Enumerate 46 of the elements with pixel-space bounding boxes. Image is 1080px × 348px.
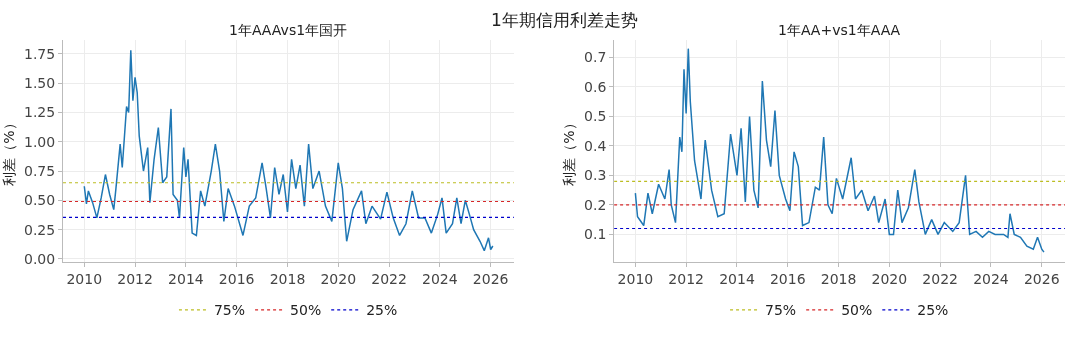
legend-label: 75% — [765, 302, 797, 319]
x-tick-label: 2012 — [668, 271, 704, 288]
x-tick-label: 2018 — [820, 271, 857, 288]
x-tick-label: 2012 — [117, 271, 153, 288]
line-series — [634, 47, 1045, 253]
chart-title: 1年AA+vs1年AAA — [778, 22, 901, 38]
x-tick-label: 2016 — [769, 271, 806, 288]
x-tick-label: 2010 — [66, 271, 103, 288]
legend-label: 25% — [366, 302, 398, 319]
y-tick-label: 0.7 — [584, 49, 607, 66]
x-tick-label: 2020 — [320, 271, 357, 288]
x-tick-label: 2024 — [973, 271, 1009, 288]
x-tick-label: 2024 — [422, 271, 458, 288]
y-tick-label: 0.25 — [24, 221, 56, 238]
y-tick-label: 0.4 — [584, 137, 607, 154]
legend-label: 50% — [290, 302, 322, 319]
line-series — [83, 49, 494, 252]
y-tick-label: 0.50 — [24, 192, 56, 209]
legend-label: 50% — [841, 302, 873, 319]
x-tick-label: 2026 — [472, 271, 509, 288]
x-tick-label: 2022 — [371, 271, 407, 288]
x-tick-label: 2018 — [269, 271, 306, 288]
text: 1年期信用利差走势 — [491, 10, 638, 30]
x-tick-label: 2014 — [719, 271, 755, 288]
x-tick-label: 2026 — [1023, 271, 1060, 288]
x-tick-label: 2020 — [871, 271, 908, 288]
legend-label: 25% — [917, 302, 949, 319]
y-tick-label: 0.5 — [584, 108, 607, 125]
y-tick-label: 1.25 — [24, 104, 56, 121]
y-tick-label: 0.00 — [24, 250, 56, 267]
y-tick-label: 0.1 — [584, 226, 607, 243]
y-tick-label: 1.00 — [24, 133, 56, 150]
y-tick-label: 0.75 — [24, 162, 56, 179]
legend-label: 75% — [213, 302, 246, 319]
y-tick-label: 0.6 — [584, 78, 607, 95]
x-tick-label: 2014 — [168, 271, 204, 288]
chart-title: 1年AAAvs1年国开 — [229, 22, 348, 38]
x-tick-label: 2010 — [617, 271, 654, 288]
x-tick-label: 2022 — [922, 271, 958, 288]
y-axis-title: 利差（%） — [560, 116, 577, 186]
y-tick-label: 0.2 — [584, 196, 607, 213]
x-tick-label: 2016 — [218, 271, 255, 288]
y-tick-label: 0.3 — [584, 167, 607, 184]
y-tick-label: 1.75 — [24, 45, 56, 62]
y-axis-title: 利差（%） — [0, 116, 17, 186]
y-tick-label: 1.50 — [24, 75, 56, 92]
